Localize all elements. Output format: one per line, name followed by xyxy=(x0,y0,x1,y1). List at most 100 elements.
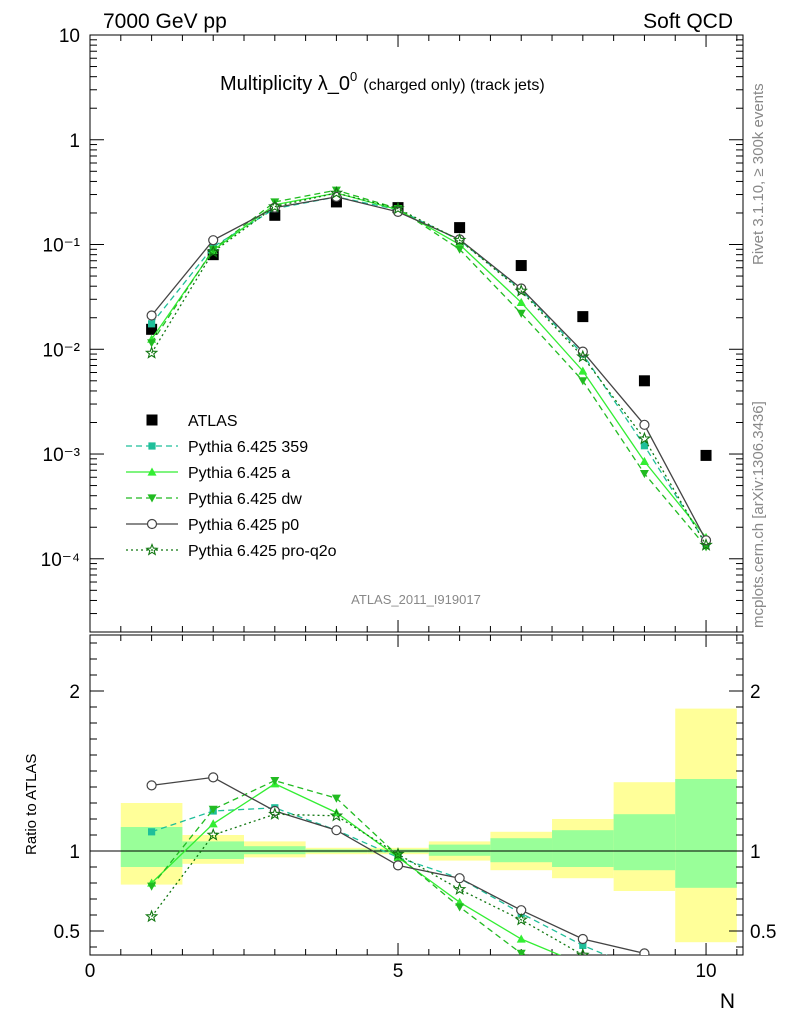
series-point xyxy=(639,456,649,466)
ratio-point xyxy=(208,772,219,783)
ratio-point xyxy=(702,987,711,995)
ratio-y-tick-label-right: 2 xyxy=(750,682,761,703)
legend-label: Pythia 6.425 359 xyxy=(188,439,308,456)
ratio-y-tick-label-right: 1 xyxy=(750,842,761,863)
band-inner xyxy=(244,846,306,855)
legend-marker xyxy=(146,518,158,530)
series-point xyxy=(148,320,156,328)
mcplots-label: mcplots.cern.ch [arXiv:1306.3436] xyxy=(750,401,767,628)
legend-label: Pythia 6.425 p0 xyxy=(188,517,299,534)
ratio-point xyxy=(208,805,218,814)
legend: ATLAS Pythia 6.425 359 Pythia 6.425 a Pythi… xyxy=(126,413,337,560)
x-axis-label: N xyxy=(720,990,735,1013)
ratio-point xyxy=(391,847,405,860)
x-tick-label: 5 xyxy=(393,961,404,982)
band-inner xyxy=(552,830,614,867)
ratio-point xyxy=(516,934,526,943)
ratio-panel: 0 5 10 0.5 0.5 1 1 2 2 xyxy=(54,634,776,995)
band-inner xyxy=(490,838,553,863)
ratio-point xyxy=(576,947,590,955)
ratio-point xyxy=(392,860,404,871)
atlas-point xyxy=(515,260,527,272)
series-point xyxy=(452,233,467,246)
ratio-point xyxy=(208,819,218,828)
ratio-point xyxy=(639,961,650,971)
ratio-point xyxy=(579,941,587,949)
plot-title: Multiplicity λ_00(charged only) (track j… xyxy=(220,69,545,95)
ratio-y-tick-label: 0.5 xyxy=(54,922,80,943)
atlas-point xyxy=(269,209,281,221)
ratio-series-4 xyxy=(144,807,712,993)
header-right: Soft QCD xyxy=(643,10,733,33)
ratio-point xyxy=(147,882,157,891)
ratio-point xyxy=(640,979,649,987)
series-point xyxy=(578,377,588,386)
ratio-frame xyxy=(89,634,744,956)
series-point xyxy=(516,297,526,307)
ratio-y-tick-label-right: 0.5 xyxy=(750,922,776,943)
series-point xyxy=(329,185,344,199)
legend-label: Pythia 6.425 a xyxy=(188,465,290,482)
ratio-point xyxy=(146,780,157,791)
y-tick-label: 10⁻² xyxy=(43,340,81,361)
ratio-point xyxy=(144,909,159,923)
band-inner xyxy=(613,814,676,871)
ratio-point xyxy=(578,966,587,974)
series-point xyxy=(576,349,590,363)
atlas-point xyxy=(638,375,650,387)
atlas-point xyxy=(700,449,712,461)
series-point xyxy=(268,199,282,213)
y-tick-label: 10 xyxy=(59,26,80,47)
y-tick-label: 10⁻⁴ xyxy=(41,550,80,571)
series-line xyxy=(151,196,707,541)
ratio-line xyxy=(151,807,608,955)
watermark: ATLAS_2011_I919017 xyxy=(351,592,481,607)
ratio-line xyxy=(151,783,562,955)
header-left: 7000 GeV pp xyxy=(103,10,227,33)
series-point xyxy=(144,346,159,359)
series-point xyxy=(208,235,219,246)
ratio-line xyxy=(151,779,530,955)
series-point xyxy=(331,186,341,195)
series-point xyxy=(514,283,529,297)
ratio-y-tick-label: 1 xyxy=(69,842,80,863)
series-point xyxy=(147,339,157,348)
legend-marker xyxy=(147,494,157,503)
ratio-point xyxy=(206,827,220,841)
y-tick-label: 1 xyxy=(69,131,80,152)
series-point xyxy=(639,419,650,430)
ratio-point xyxy=(641,967,648,974)
series-point xyxy=(455,245,465,254)
ratio-bands xyxy=(120,708,737,943)
legend-marker xyxy=(145,542,159,556)
legend-label: Pythia 6.425 pro-q2o xyxy=(188,543,337,560)
ratio-point xyxy=(331,825,342,836)
legend-marker xyxy=(146,414,158,426)
legend-label: Pythia 6.425 dw xyxy=(188,491,302,508)
series-line xyxy=(151,192,707,546)
y-tick-label: 10⁻¹ xyxy=(43,236,81,257)
ratio-point xyxy=(452,882,467,896)
ratio-point xyxy=(268,807,282,820)
atlas-point xyxy=(146,323,158,335)
main-panel: 10 1 10⁻¹ 10⁻² 10⁻³ 10⁻⁴ xyxy=(41,26,744,633)
ratio-point xyxy=(701,983,712,993)
main-series-group xyxy=(144,185,713,552)
ratio-line xyxy=(151,813,587,955)
ratio-point xyxy=(331,794,341,803)
band-inner xyxy=(675,779,737,888)
ratio-point xyxy=(640,987,649,995)
ratio-point xyxy=(578,960,587,968)
ratio-point xyxy=(702,987,711,995)
ratio-ylabel: Ratio to ATLAS xyxy=(23,754,40,855)
ratio-point xyxy=(639,948,650,955)
ratio-point xyxy=(577,933,588,945)
ratio-point xyxy=(329,808,344,822)
ratio-series-group xyxy=(144,772,712,995)
legend-marker xyxy=(148,442,156,450)
x-tick-label: 0 xyxy=(85,961,96,982)
atlas-point xyxy=(577,311,589,323)
ratio-point xyxy=(514,912,529,926)
main-frame xyxy=(89,34,744,633)
